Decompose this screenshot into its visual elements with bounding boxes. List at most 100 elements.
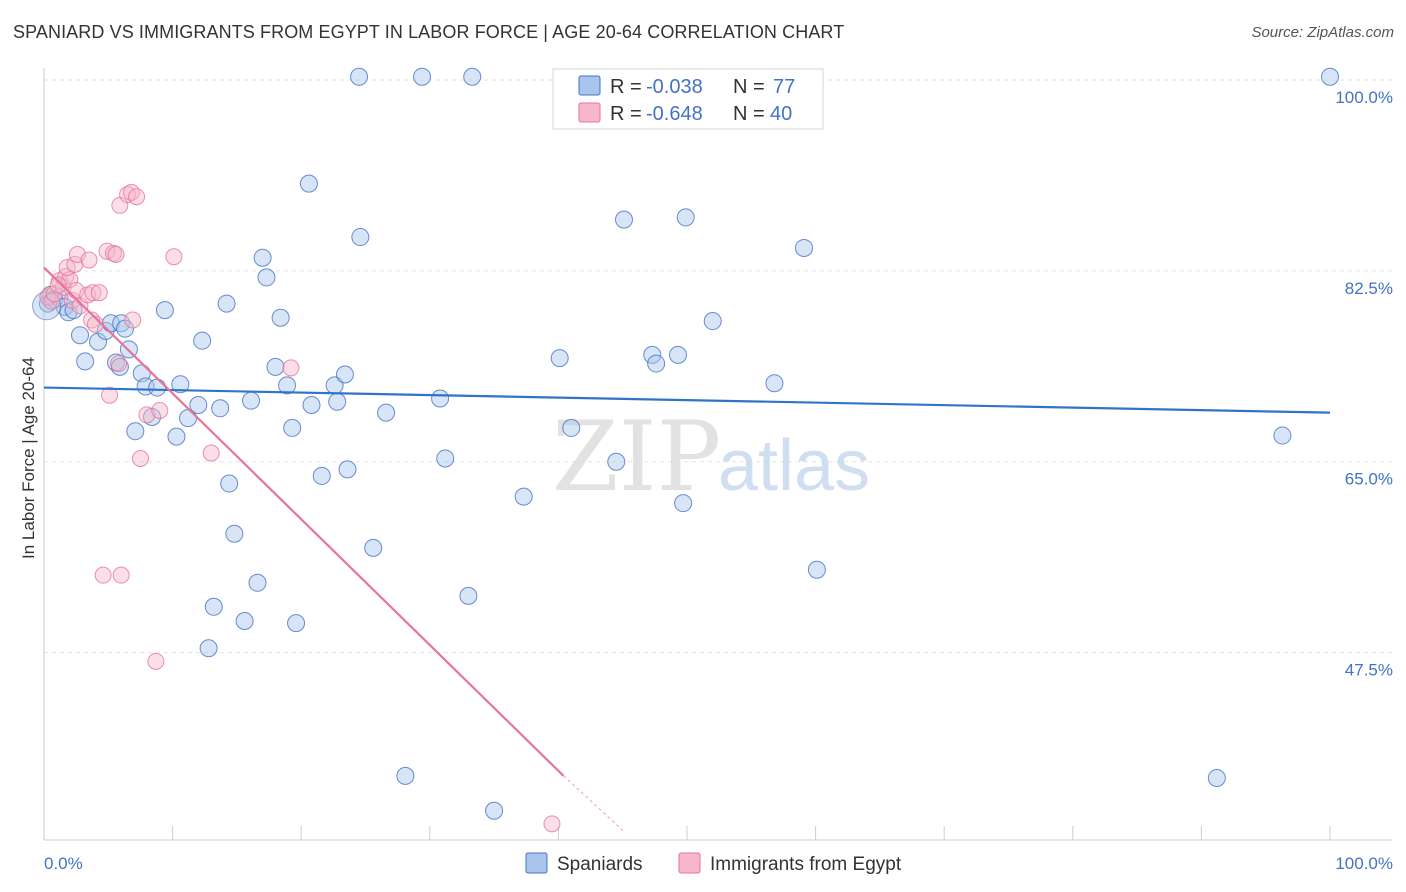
- egypt-point: [45, 285, 63, 303]
- spaniards-point: [193, 331, 212, 350]
- chart-source: Source: ZipAtlas.com: [1251, 24, 1394, 41]
- y-tick-label: 47.5%: [1345, 661, 1393, 680]
- spaniards-trend-line: [43, 386, 1331, 414]
- spaniards-point: [364, 538, 383, 557]
- egypt-point: [110, 355, 128, 373]
- legend-r-value-2: -0.648: [646, 103, 703, 125]
- egypt-point: [165, 248, 183, 266]
- y-axis-label: In Labor Force | Age 20-64: [19, 357, 38, 559]
- egypt-trend-line-extension: [563, 775, 624, 831]
- spaniards-point: [253, 248, 272, 267]
- spaniards-point: [647, 354, 666, 373]
- spaniards-point: [225, 524, 244, 543]
- y-tick-label: 100.0%: [1335, 88, 1393, 107]
- spaniards-point: [148, 378, 167, 397]
- spaniards-point: [607, 452, 626, 471]
- egypt-point: [282, 359, 300, 377]
- spaniards-point: [299, 174, 318, 193]
- spaniards-point: [436, 449, 455, 468]
- spaniards-point: [189, 396, 208, 415]
- legend-n-label-2: N =: [733, 103, 765, 125]
- spaniards-point: [351, 228, 370, 247]
- bottom-legend-swatch-egypt: [678, 852, 701, 874]
- legend-r-label-2: R =: [610, 103, 642, 125]
- spaniards-point: [76, 352, 95, 371]
- spaniards-point: [283, 418, 302, 437]
- bottom-legend-label-egypt: Immigrants from Egypt: [710, 854, 902, 875]
- spaniards-point: [217, 294, 236, 313]
- spaniards-point: [485, 801, 504, 820]
- spaniards-point: [45, 290, 64, 309]
- chart-title: SPANIARD VS IMMIGRANTS FROM EGYPT IN LAB…: [13, 22, 845, 42]
- spaniards-point: [463, 67, 482, 86]
- spaniards-point: [242, 391, 261, 410]
- egypt-point: [98, 242, 116, 260]
- spaniards-point: [1273, 426, 1292, 445]
- spaniards-point: [126, 422, 145, 441]
- egypt-point: [543, 815, 561, 833]
- spaniards-point: [278, 376, 297, 395]
- spaniards-point: [287, 614, 306, 633]
- egypt-point: [128, 188, 146, 206]
- egypt-point: [94, 566, 112, 584]
- spaniards-point: [807, 560, 826, 579]
- trend-layer: [43, 266, 1331, 831]
- egypt-point: [90, 284, 108, 302]
- bottom-legend-swatch-spaniards: [525, 852, 548, 874]
- spaniards-point: [167, 427, 186, 446]
- spaniards-point: [514, 487, 533, 506]
- spaniards-point: [643, 345, 662, 364]
- spaniards-point: [1207, 769, 1226, 788]
- axis-labels: 47.5% 65.0% 82.5% 100.0% 0.0% 100.0%: [44, 88, 1393, 873]
- spaniards-point: [155, 301, 174, 320]
- spaniards-point: [350, 67, 369, 86]
- spaniards-point: [335, 365, 354, 384]
- spaniards-point: [459, 586, 478, 605]
- x-tick-label: 0.0%: [44, 854, 83, 873]
- spaniards-point: [765, 374, 784, 393]
- spaniards-point: [71, 326, 90, 345]
- spaniards-point: [302, 396, 321, 415]
- y-tick-label: 65.0%: [1345, 470, 1393, 489]
- spaniards-point: [266, 357, 285, 376]
- bottom-legend: Spaniards Immigrants from Egypt: [525, 852, 902, 875]
- egypt-points: [39, 183, 561, 833]
- spaniards-point: [312, 466, 331, 485]
- x-tick-label: 100.0%: [1335, 854, 1393, 873]
- egypt-point: [84, 284, 102, 302]
- legend-n-value-2: 40: [770, 103, 792, 125]
- watermark-atlas: atlas: [718, 426, 870, 506]
- egypt-point: [147, 652, 165, 670]
- spaniards-point: [1321, 67, 1339, 86]
- egypt-point: [107, 246, 125, 264]
- spaniards-point: [674, 494, 693, 513]
- legend-n-value-1: 77: [773, 76, 795, 98]
- egypt-point: [80, 251, 98, 269]
- grid-layer: [43, 68, 1392, 841]
- spaniards-point: [328, 392, 347, 411]
- spaniards-point: [171, 375, 190, 394]
- egypt-point: [49, 276, 67, 294]
- spaniards-point: [396, 766, 415, 785]
- bottom-legend-label-spaniards: Spaniards: [557, 854, 643, 875]
- spaniards-point: [271, 308, 290, 327]
- egypt-point: [124, 311, 142, 329]
- legend-box: R = -0.038 N = 77 R = -0.648 N = 40: [552, 68, 824, 130]
- egypt-point: [151, 401, 169, 419]
- spaniards-point: [703, 312, 722, 331]
- egypt-point: [131, 449, 149, 467]
- egypt-point: [138, 406, 156, 424]
- egypt-trend-line: [43, 266, 565, 777]
- spaniards-point: [562, 418, 581, 437]
- legend-n-label-1: N =: [733, 76, 765, 98]
- spaniards-point: [338, 460, 357, 479]
- spaniards-point: [614, 210, 633, 229]
- spaniards-point: [676, 208, 695, 227]
- spaniards-point: [257, 268, 276, 287]
- legend-swatch-spaniards: [578, 75, 601, 96]
- y-tick-label: 82.5%: [1345, 279, 1393, 298]
- spaniards-point: [235, 611, 254, 630]
- egypt-point: [101, 386, 119, 404]
